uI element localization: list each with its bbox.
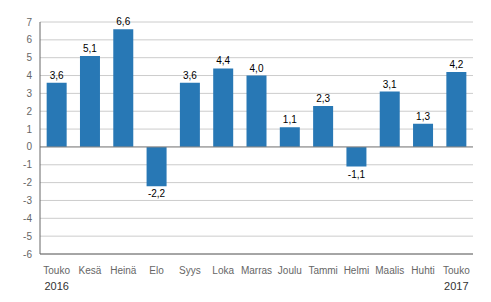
svg-text:Helmi: Helmi xyxy=(344,265,370,276)
svg-text:Heinä: Heinä xyxy=(110,265,137,276)
svg-text:2: 2 xyxy=(26,106,32,117)
svg-text:4,2: 4,2 xyxy=(449,59,463,70)
svg-text:3,6: 3,6 xyxy=(50,70,64,81)
svg-text:1,1: 1,1 xyxy=(283,114,297,125)
svg-text:Tammi: Tammi xyxy=(308,265,337,276)
svg-text:Loka: Loka xyxy=(212,265,234,276)
svg-text:6: 6 xyxy=(26,34,32,45)
svg-text:-2: -2 xyxy=(23,177,32,188)
svg-text:2,3: 2,3 xyxy=(316,93,330,104)
svg-text:1: 1 xyxy=(26,124,32,135)
svg-text:7: 7 xyxy=(26,17,32,28)
svg-text:-3: -3 xyxy=(23,195,32,206)
svg-text:4,0: 4,0 xyxy=(250,63,264,74)
svg-text:5,1: 5,1 xyxy=(83,43,97,54)
svg-text:4,4: 4,4 xyxy=(216,55,230,66)
svg-text:3,1: 3,1 xyxy=(383,79,397,90)
svg-text:Syys: Syys xyxy=(179,265,201,276)
svg-text:Marras: Marras xyxy=(241,265,272,276)
svg-text:2017: 2017 xyxy=(444,280,468,292)
svg-text:Touko: Touko xyxy=(443,265,470,276)
svg-text:Maalis: Maalis xyxy=(375,265,404,276)
svg-text:3: 3 xyxy=(26,88,32,99)
svg-text:5: 5 xyxy=(26,52,32,63)
svg-text:Huhti: Huhti xyxy=(411,265,434,276)
svg-text:-5: -5 xyxy=(23,231,32,242)
svg-text:3,6: 3,6 xyxy=(183,70,197,81)
svg-text:-2,2: -2,2 xyxy=(148,188,166,199)
svg-text:4: 4 xyxy=(26,70,32,81)
svg-text:-1: -1 xyxy=(23,159,32,170)
svg-text:Kesä: Kesä xyxy=(79,265,102,276)
svg-text:-6: -6 xyxy=(23,249,32,260)
svg-text:1,3: 1,3 xyxy=(416,111,430,122)
svg-text:-1,1: -1,1 xyxy=(348,169,366,180)
svg-text:-4: -4 xyxy=(23,213,32,224)
svg-text:0: 0 xyxy=(26,141,32,152)
svg-text:Joulu: Joulu xyxy=(278,265,302,276)
svg-text:2016: 2016 xyxy=(44,280,68,292)
svg-text:6,6: 6,6 xyxy=(116,16,130,27)
svg-text:Touko: Touko xyxy=(43,265,70,276)
svg-text:Elo: Elo xyxy=(149,265,164,276)
